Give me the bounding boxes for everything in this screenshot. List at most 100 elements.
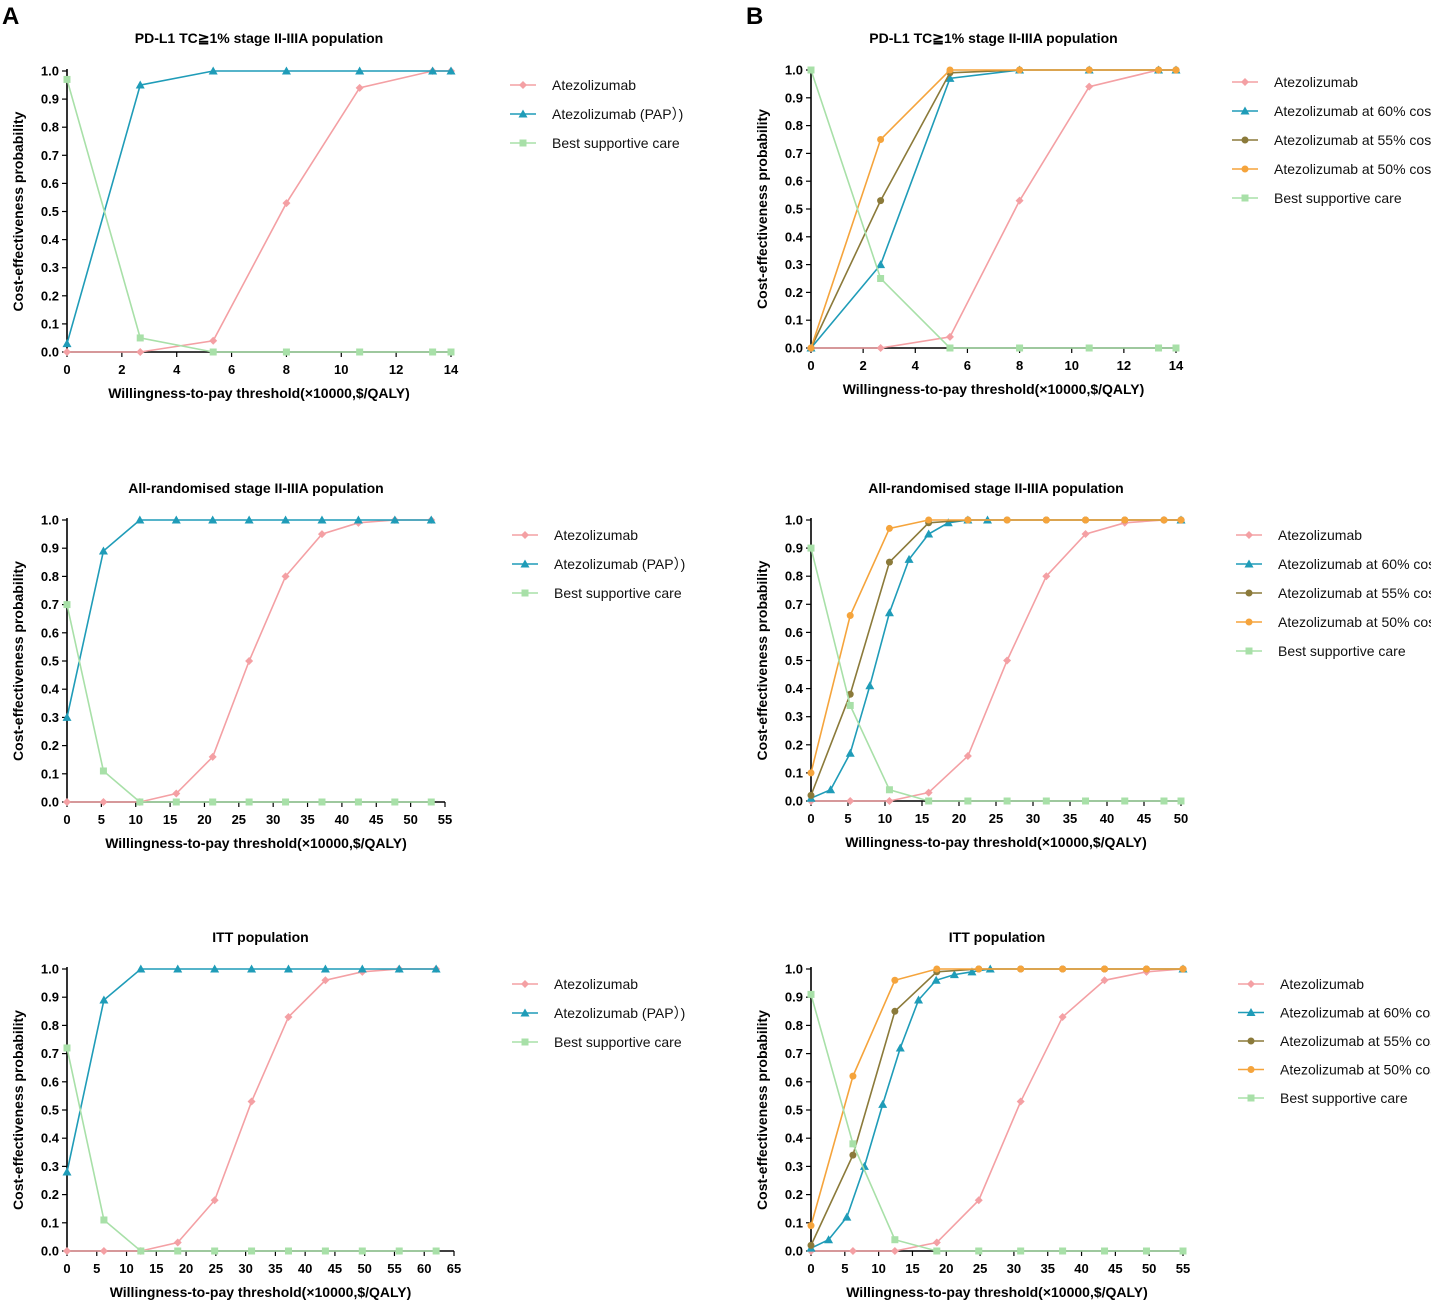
data-point — [99, 995, 109, 1004]
data-point — [876, 344, 885, 352]
data-point — [135, 80, 145, 89]
legend-label: Best supportive care — [1280, 1090, 1408, 1106]
data-point — [284, 1012, 293, 1021]
x-tick-label: 12 — [1117, 358, 1131, 373]
data-point — [245, 657, 254, 665]
chart-title: ITT population — [949, 929, 1045, 945]
legend-marker — [1245, 618, 1253, 626]
x-tick-label: 55 — [438, 812, 452, 827]
data-point — [135, 515, 145, 524]
data-point — [885, 558, 893, 566]
x-tick-label: 25 — [973, 1261, 987, 1276]
series-line-3 — [810, 519, 1181, 796]
data-point — [1172, 66, 1180, 74]
data-point — [945, 332, 954, 341]
legend-label: Atezolizumab — [1274, 74, 1358, 90]
series-line-4 — [810, 69, 1176, 349]
data-point — [1085, 82, 1094, 91]
legend-marker — [1245, 531, 1253, 539]
y-tick-label: 0.2 — [785, 1187, 803, 1202]
data-point — [807, 990, 815, 998]
data-point — [172, 798, 180, 806]
data-point — [877, 136, 885, 143]
y-tick-label: 0.1 — [785, 313, 803, 328]
x-tick-label: 30 — [266, 812, 280, 827]
series-line-4 — [810, 968, 1183, 1226]
legend-marker — [1240, 106, 1250, 115]
data-point — [247, 964, 257, 973]
x-tick-label: 50 — [357, 1261, 371, 1276]
y-tick-label: 0.4 — [785, 1131, 804, 1146]
data-point — [99, 798, 108, 806]
data-point — [963, 752, 972, 761]
panel-label-a: A — [2, 3, 19, 30]
data-point — [1042, 516, 1050, 524]
data-point — [885, 797, 894, 805]
data-point — [877, 197, 885, 205]
data-point — [427, 798, 435, 806]
x-tick-label: 10 — [119, 1261, 133, 1276]
y-tick-label: 0.1 — [785, 765, 803, 780]
series-line-2 — [810, 69, 1176, 349]
x-axis-label: Willingness-to-pay threshold(×10000,$/QA… — [110, 1284, 412, 1300]
data-point — [1042, 572, 1051, 581]
legend-marker — [1247, 1066, 1255, 1073]
x-tick-label: 45 — [369, 812, 383, 827]
data-point — [432, 1247, 440, 1255]
data-point — [1155, 344, 1163, 352]
data-point — [807, 66, 815, 74]
data-point — [209, 348, 217, 356]
data-point — [428, 66, 438, 75]
data-point — [136, 334, 144, 342]
data-point — [136, 964, 146, 973]
x-tick-label: 50 — [403, 812, 417, 827]
x-tick-label: 50 — [1142, 1261, 1156, 1276]
y-tick-label: 0.7 — [41, 1046, 59, 1061]
y-tick-label: 0.5 — [785, 202, 803, 217]
y-tick-label: 0.1 — [41, 766, 59, 781]
data-point — [933, 1247, 941, 1255]
legend-marker — [521, 589, 529, 597]
x-tick-label: 40 — [1100, 811, 1114, 826]
data-point — [209, 336, 218, 345]
y-tick-label: 0.6 — [785, 1074, 803, 1089]
data-point — [136, 348, 145, 356]
legend-marker — [519, 81, 527, 89]
data-point — [1017, 965, 1025, 973]
y-tick-label: 0.2 — [785, 737, 803, 752]
x-tick-label: 0 — [63, 1261, 70, 1276]
data-point — [62, 712, 72, 721]
y-tick-label: 0.4 — [41, 1131, 60, 1146]
data-point — [62, 339, 72, 348]
y-tick-label: 0.8 — [41, 120, 59, 135]
chart-title: PD-L1 TC≧1% stage II-IIIA population — [135, 30, 383, 46]
data-point — [1177, 516, 1185, 524]
x-tick-label: 35 — [268, 1261, 282, 1276]
data-point — [429, 348, 437, 356]
data-point — [174, 1247, 182, 1255]
data-point — [391, 798, 399, 806]
data-point — [317, 515, 327, 524]
x-tick-label: 8 — [283, 362, 290, 377]
y-tick-label: 1.0 — [785, 962, 803, 977]
data-point — [1160, 797, 1168, 805]
legend-marker — [1246, 1008, 1256, 1016]
y-tick-label: 0.8 — [785, 569, 803, 584]
x-axis-label: Willingness-to-pay threshold(×10000,$/QA… — [846, 1284, 1148, 1300]
data-point — [211, 1247, 219, 1255]
y-tick-label: 0.4 — [41, 232, 60, 247]
data-point — [824, 1235, 834, 1244]
x-tick-label: 0 — [807, 811, 814, 826]
y-tick-label: 0.1 — [41, 316, 59, 331]
series-line-2 — [810, 968, 1183, 1249]
legend-marker — [1241, 136, 1249, 144]
legend-label: Atezolizumab at 55% cost — [1280, 1033, 1431, 1049]
y-tick-label: 0.3 — [785, 709, 803, 724]
legend-label: Atezolizumab at 50% cost — [1280, 1062, 1431, 1078]
series-line-3 — [66, 79, 451, 353]
data-point — [431, 964, 441, 973]
series-line-3 — [810, 968, 1183, 1246]
data-point — [807, 344, 815, 352]
series-line-5 — [810, 994, 1183, 1252]
x-tick-label: 10 — [871, 1261, 885, 1276]
